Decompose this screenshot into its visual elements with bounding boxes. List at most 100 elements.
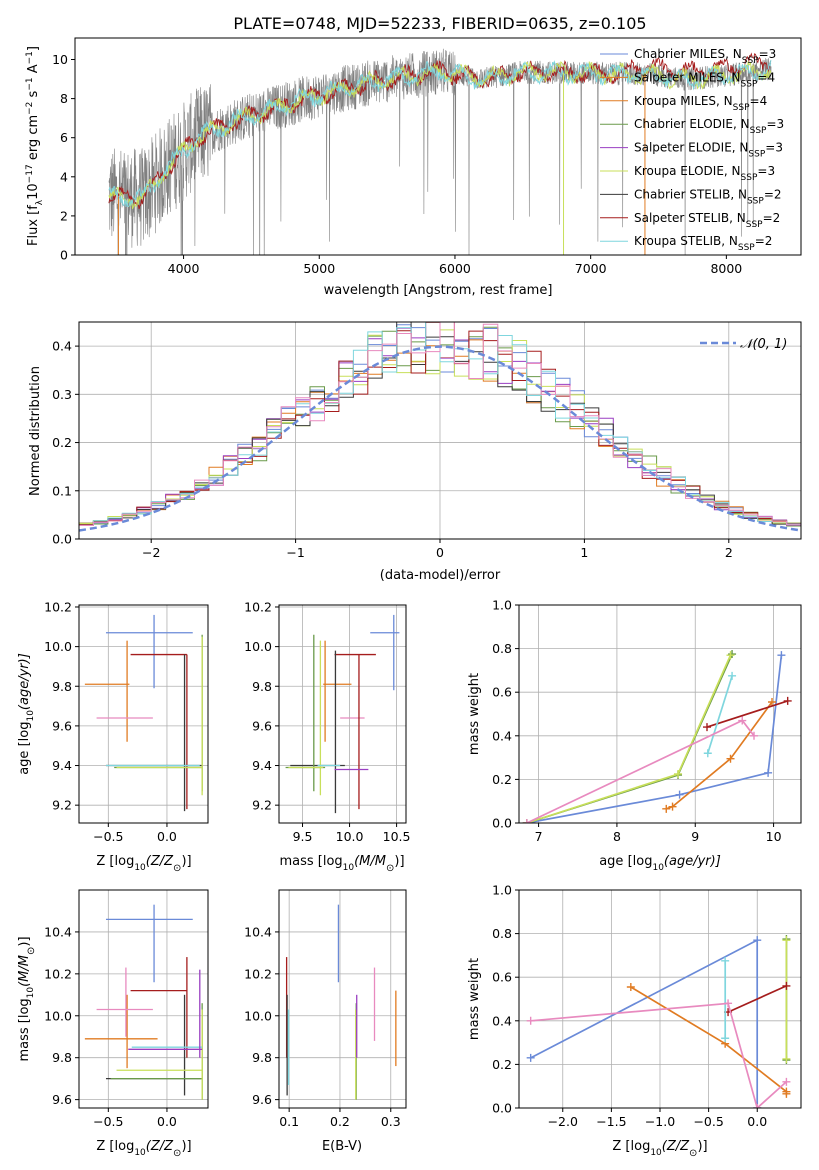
y-tick-label: 0.2 bbox=[52, 435, 72, 450]
x-axis-label: E(B-V) bbox=[322, 1139, 362, 1154]
errorbar bbox=[110, 1003, 203, 1100]
x-axis-label: wavelength [Angstrom, rest frame] bbox=[324, 283, 553, 298]
y-tick-label: 8 bbox=[60, 91, 68, 106]
errorbar bbox=[84, 994, 158, 1069]
errorbar bbox=[84, 640, 130, 742]
weight-point bbox=[753, 1104, 762, 1108]
y-axis-label: Normed distribution bbox=[28, 366, 43, 496]
axes-frame bbox=[278, 889, 407, 1109]
weight-point bbox=[675, 790, 684, 799]
y-tick-label: 10.2 bbox=[44, 599, 72, 614]
x-tick-label: 0.0 bbox=[157, 829, 177, 844]
y-tick-label: 10.0 bbox=[44, 1008, 72, 1023]
x-tick-label: 0 bbox=[436, 545, 444, 560]
y-tick-label: 9.2 bbox=[252, 798, 272, 813]
x-tick-label: 9.5 bbox=[293, 829, 313, 844]
y-tick-label: 0.2 bbox=[492, 772, 512, 787]
y-tick-label: 10.0 bbox=[44, 639, 72, 654]
x-tick-label: 4000 bbox=[168, 261, 200, 276]
x-tick-label: 0.1 bbox=[279, 1114, 299, 1129]
weight-point bbox=[728, 671, 737, 680]
y-tick-label: 9.4 bbox=[252, 758, 272, 773]
y-tick-label: 0.0 bbox=[52, 532, 72, 547]
x-tick-label: 0.0 bbox=[157, 1114, 177, 1129]
y-tick-label: 9.4 bbox=[52, 758, 72, 773]
plot-area bbox=[285, 614, 400, 814]
weight-point bbox=[753, 936, 762, 945]
weight-point bbox=[721, 1034, 730, 1043]
weight-point bbox=[703, 749, 712, 758]
weight-point bbox=[782, 1077, 791, 1086]
plot-area bbox=[79, 322, 801, 532]
x-axis-label: Z [log10(Z/Z⊙)] bbox=[96, 1139, 191, 1159]
weight-series bbox=[530, 1002, 787, 1108]
y-tick-label: 0.8 bbox=[492, 641, 512, 656]
weight-point bbox=[626, 983, 635, 992]
x-axis-label: mass [log10(M/M⊙)] bbox=[279, 854, 404, 874]
z-weight-axes: −2.0 −1.5 −1.0 −0.5 0.0 0.0 0.2 0.4 0.6 0.8 1.0 mas… bbox=[467, 883, 802, 1159]
weight-point bbox=[662, 804, 671, 813]
mass-age-axes: 9.5 10.0 10.5 9.2 9.4 9.6 9.8 10.0 10.2 mass [log… bbox=[244, 599, 410, 873]
y-tick-label: 10.0 bbox=[244, 1008, 272, 1023]
weight-series bbox=[727, 985, 787, 1013]
weight-series bbox=[530, 938, 759, 1108]
y-tick-label: 0.8 bbox=[492, 926, 512, 941]
legend-entry: Salpeter MILES, NSSP=4 bbox=[634, 70, 775, 89]
weight-point bbox=[721, 956, 730, 965]
age-weight-axes: 7 8 9 10 0.0 0.2 0.4 0.6 0.8 1.0 mass weight age [l… bbox=[467, 598, 802, 873]
y-tick-label: 0.4 bbox=[492, 1013, 512, 1028]
x-tick-label: 10.5 bbox=[383, 829, 411, 844]
plot-area bbox=[108, 48, 772, 255]
errorbar bbox=[323, 640, 352, 742]
x-tick-label: 0.3 bbox=[381, 1114, 401, 1129]
x-tick-label: 1 bbox=[580, 545, 588, 560]
legend-entry: 𝒩(0, 1) bbox=[740, 337, 787, 352]
y-tick-label: 0.6 bbox=[492, 970, 512, 985]
legend-entry: Salpeter STELIB, NSSP=2 bbox=[634, 211, 780, 230]
y-tick-label: 9.8 bbox=[252, 1050, 272, 1065]
model-spectrum bbox=[108, 59, 772, 208]
weight-point bbox=[526, 1016, 535, 1025]
weight-series bbox=[526, 655, 783, 823]
figure-title: PLATE=0748, MJD=52233, FIBERID=0635, z=0… bbox=[233, 14, 646, 33]
z-mass-axes: −0.5 0.0 9.6 9.8 10.0 10.2 10.4 Z [log10(Z/Z⊙)]… bbox=[17, 889, 209, 1159]
errorbar bbox=[105, 614, 193, 689]
x-tick-label: −1.0 bbox=[645, 1114, 675, 1129]
y-tick-label: 9.6 bbox=[252, 718, 272, 733]
y-tick-label: 10.0 bbox=[244, 639, 272, 654]
weight-point bbox=[726, 651, 735, 660]
plot-area bbox=[526, 935, 791, 1108]
residuals-axes: −2 −1 0 1 2 0.0 0.1 0.2 0.3 0.4 (data-model)/error… bbox=[28, 321, 802, 583]
x-tick-label: 0.2 bbox=[330, 1114, 350, 1129]
x-tick-label: 10.0 bbox=[336, 829, 364, 844]
x-tick-label: 10 bbox=[766, 829, 782, 844]
errorbar bbox=[96, 967, 153, 1037]
z-age-axes: −0.5 0.0 9.2 9.4 9.6 9.8 10.0 10.2 Z [log10(Z/Z⊙… bbox=[17, 599, 209, 874]
axes-frame bbox=[518, 604, 802, 824]
errorbar bbox=[334, 653, 376, 810]
weight-point bbox=[768, 698, 777, 707]
legend-entry: Chabrier STELIB, NSSP=2 bbox=[634, 187, 782, 206]
y-axis-label: mass weight bbox=[467, 958, 482, 1040]
x-axis-label: Z [log10(Z/Z⊙)] bbox=[612, 1139, 707, 1159]
y-tick-label: 9.6 bbox=[52, 718, 72, 733]
weight-point bbox=[782, 936, 791, 945]
y-tick-label: 6 bbox=[60, 130, 68, 145]
x-tick-label: −2 bbox=[142, 545, 160, 560]
weight-point bbox=[724, 999, 733, 1008]
x-tick-label: 9 bbox=[691, 829, 699, 844]
axes-frame bbox=[74, 37, 802, 256]
errorbar bbox=[130, 653, 188, 810]
weight-point bbox=[750, 731, 758, 740]
weight-point bbox=[728, 650, 737, 659]
y-tick-label: 10.2 bbox=[244, 599, 272, 614]
y-tick-label: 10.4 bbox=[244, 924, 272, 939]
y-axis-label: mass [log10(M/M⊙)] bbox=[17, 936, 37, 1061]
errorbar bbox=[128, 969, 203, 1058]
weight-point bbox=[782, 981, 791, 990]
y-tick-label: 9.8 bbox=[52, 1050, 72, 1065]
y-tick-label: 9.8 bbox=[52, 679, 72, 694]
x-tick-label: 8000 bbox=[710, 261, 742, 276]
legend-entry: Kroupa MILES, NSSP=4 bbox=[634, 94, 767, 113]
weight-point bbox=[738, 716, 747, 725]
